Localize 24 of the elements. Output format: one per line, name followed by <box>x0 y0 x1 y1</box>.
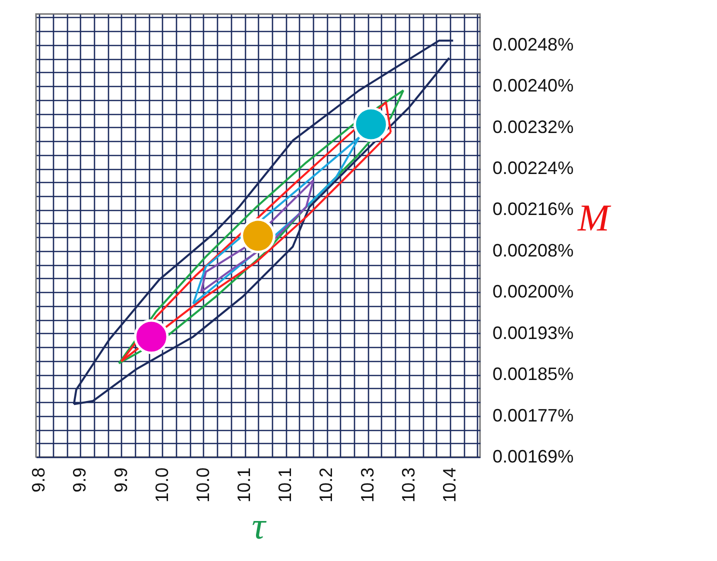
y-tick-label: 0.00224% <box>492 158 574 178</box>
y-tick-label: 0.00193% <box>492 322 574 343</box>
y-tick-label: 0.00248% <box>492 34 574 54</box>
y-tick-label: 0.00185% <box>492 364 574 384</box>
x-tick-label: 10.3 <box>398 468 418 503</box>
y-axis-title: M <box>576 198 612 240</box>
y-tick-label: 0.00232% <box>492 116 574 137</box>
x-tick-label: 10.1 <box>234 468 254 503</box>
x-tick-label: 10.0 <box>152 468 172 503</box>
y-tick-label: 0.00208% <box>492 240 574 260</box>
y-tick-label: 0.00200% <box>492 282 574 302</box>
x-tick-label: 10.4 <box>439 468 460 503</box>
y-tick-label: 0.00240% <box>492 76 574 96</box>
x-axis-title: τ <box>252 506 267 548</box>
x-tick-label: 10.2 <box>316 468 336 503</box>
y-tick-label: 0.00177% <box>492 405 574 426</box>
y-tick-label: 0.00216% <box>492 199 574 220</box>
x-tick-label: 10.3 <box>357 468 378 503</box>
x-tick-label: 9.9 <box>110 468 131 493</box>
x-tick-label: 10.0 <box>192 468 213 503</box>
x-tick-label: 10.1 <box>275 468 296 503</box>
x-tick-label: 9.9 <box>70 468 90 493</box>
x-tick-label: 9.8 <box>28 468 49 493</box>
y-tick-label: 0.00169% <box>492 446 574 466</box>
